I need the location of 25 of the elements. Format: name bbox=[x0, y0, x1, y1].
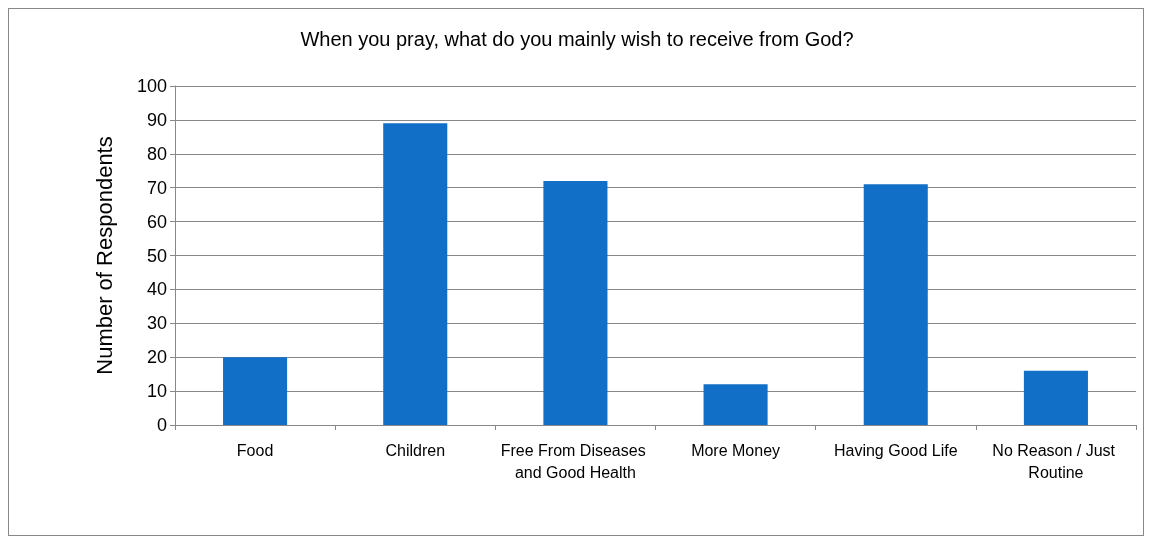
bar bbox=[703, 384, 768, 425]
y-tick-label: 40 bbox=[146, 279, 167, 300]
y-tick-label: 50 bbox=[146, 245, 167, 266]
x-tick-label: Having Good Life bbox=[833, 441, 958, 459]
y-tick-label: 60 bbox=[146, 211, 167, 232]
x-tick-label: Food bbox=[236, 441, 274, 459]
x-tick-label: More Money bbox=[691, 441, 781, 459]
y-tick-label: 10 bbox=[146, 381, 167, 402]
chart-title: When you pray, what do you mainly wish to receive from God? bbox=[300, 28, 854, 50]
x-tick-label: Free From Diseases and Good Health bbox=[500, 441, 651, 481]
y-tick-label: 70 bbox=[146, 177, 167, 198]
y-tick-label: 90 bbox=[146, 109, 167, 130]
y-tick-label: 30 bbox=[146, 313, 167, 334]
x-tick-label: No Reason / Just Routine bbox=[992, 441, 1120, 481]
y-tick-label: 80 bbox=[146, 143, 167, 164]
x-tick-label: Children bbox=[385, 441, 446, 459]
bar bbox=[543, 180, 608, 425]
y-tick-label: 100 bbox=[136, 76, 167, 96]
y-tick-label: 0 bbox=[156, 415, 167, 435]
bar bbox=[223, 357, 288, 425]
bar bbox=[383, 123, 448, 425]
y-axis-title: Number of Respondents bbox=[91, 136, 117, 375]
y-tick-label: 20 bbox=[146, 347, 167, 368]
bar bbox=[1023, 370, 1088, 425]
bar bbox=[863, 184, 928, 425]
